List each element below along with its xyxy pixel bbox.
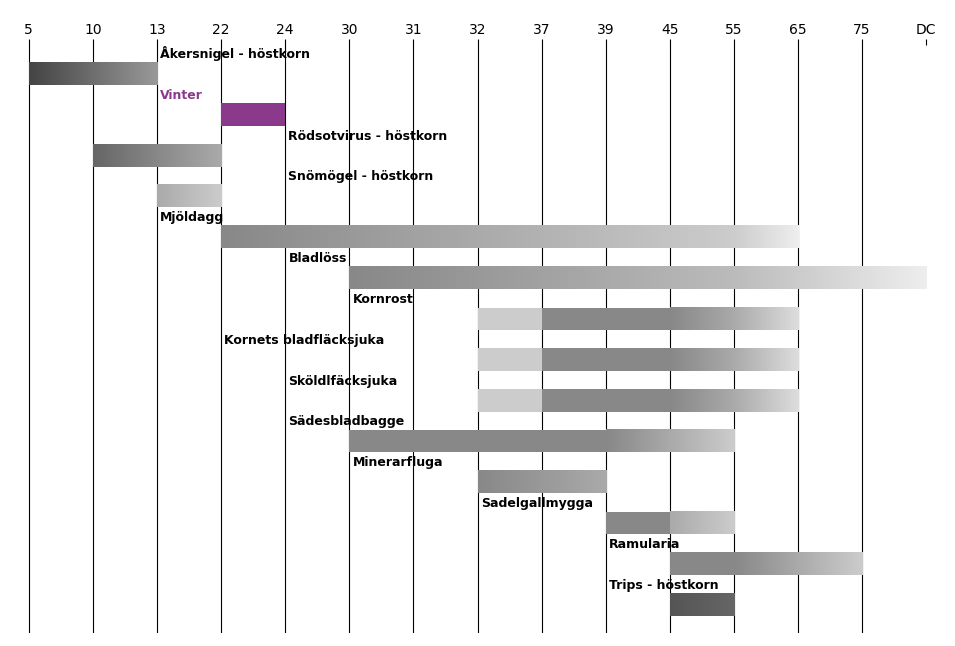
Text: Sädesbladbagge: Sädesbladbagge [288,415,405,428]
Text: Sköldlfäcksjuka: Sköldlfäcksjuka [288,375,397,388]
Text: Mjöldagg: Mjöldagg [160,211,224,224]
Bar [541,389,669,412]
Bar [541,307,669,330]
Text: Kornrost: Kornrost [352,293,414,306]
Text: Åkersnigel - höstkorn: Åkersnigel - höstkorn [160,46,310,61]
Bar [350,430,605,452]
Bar [605,512,669,534]
Bar [669,552,733,575]
Bar [222,103,286,126]
Bar [541,348,669,371]
Bar [478,389,541,412]
Text: Snömögel - höstkorn: Snömögel - höstkorn [288,171,434,183]
Bar [478,348,541,371]
Text: Kornets bladfläcksjuka: Kornets bladfläcksjuka [224,334,385,347]
Text: Ramularia: Ramularia [609,538,680,551]
Text: Trips - höstkorn: Trips - höstkorn [609,579,718,592]
Text: Minerarfluga: Minerarfluga [352,456,443,469]
Text: Bladlöss: Bladlöss [288,252,347,265]
Bar [478,307,541,330]
Text: Rödsotvirus - höstkorn: Rödsotvirus - höstkorn [288,130,448,143]
Text: Vinter: Vinter [160,89,203,102]
Text: Sadelgallmygga: Sadelgallmygga [480,497,593,510]
